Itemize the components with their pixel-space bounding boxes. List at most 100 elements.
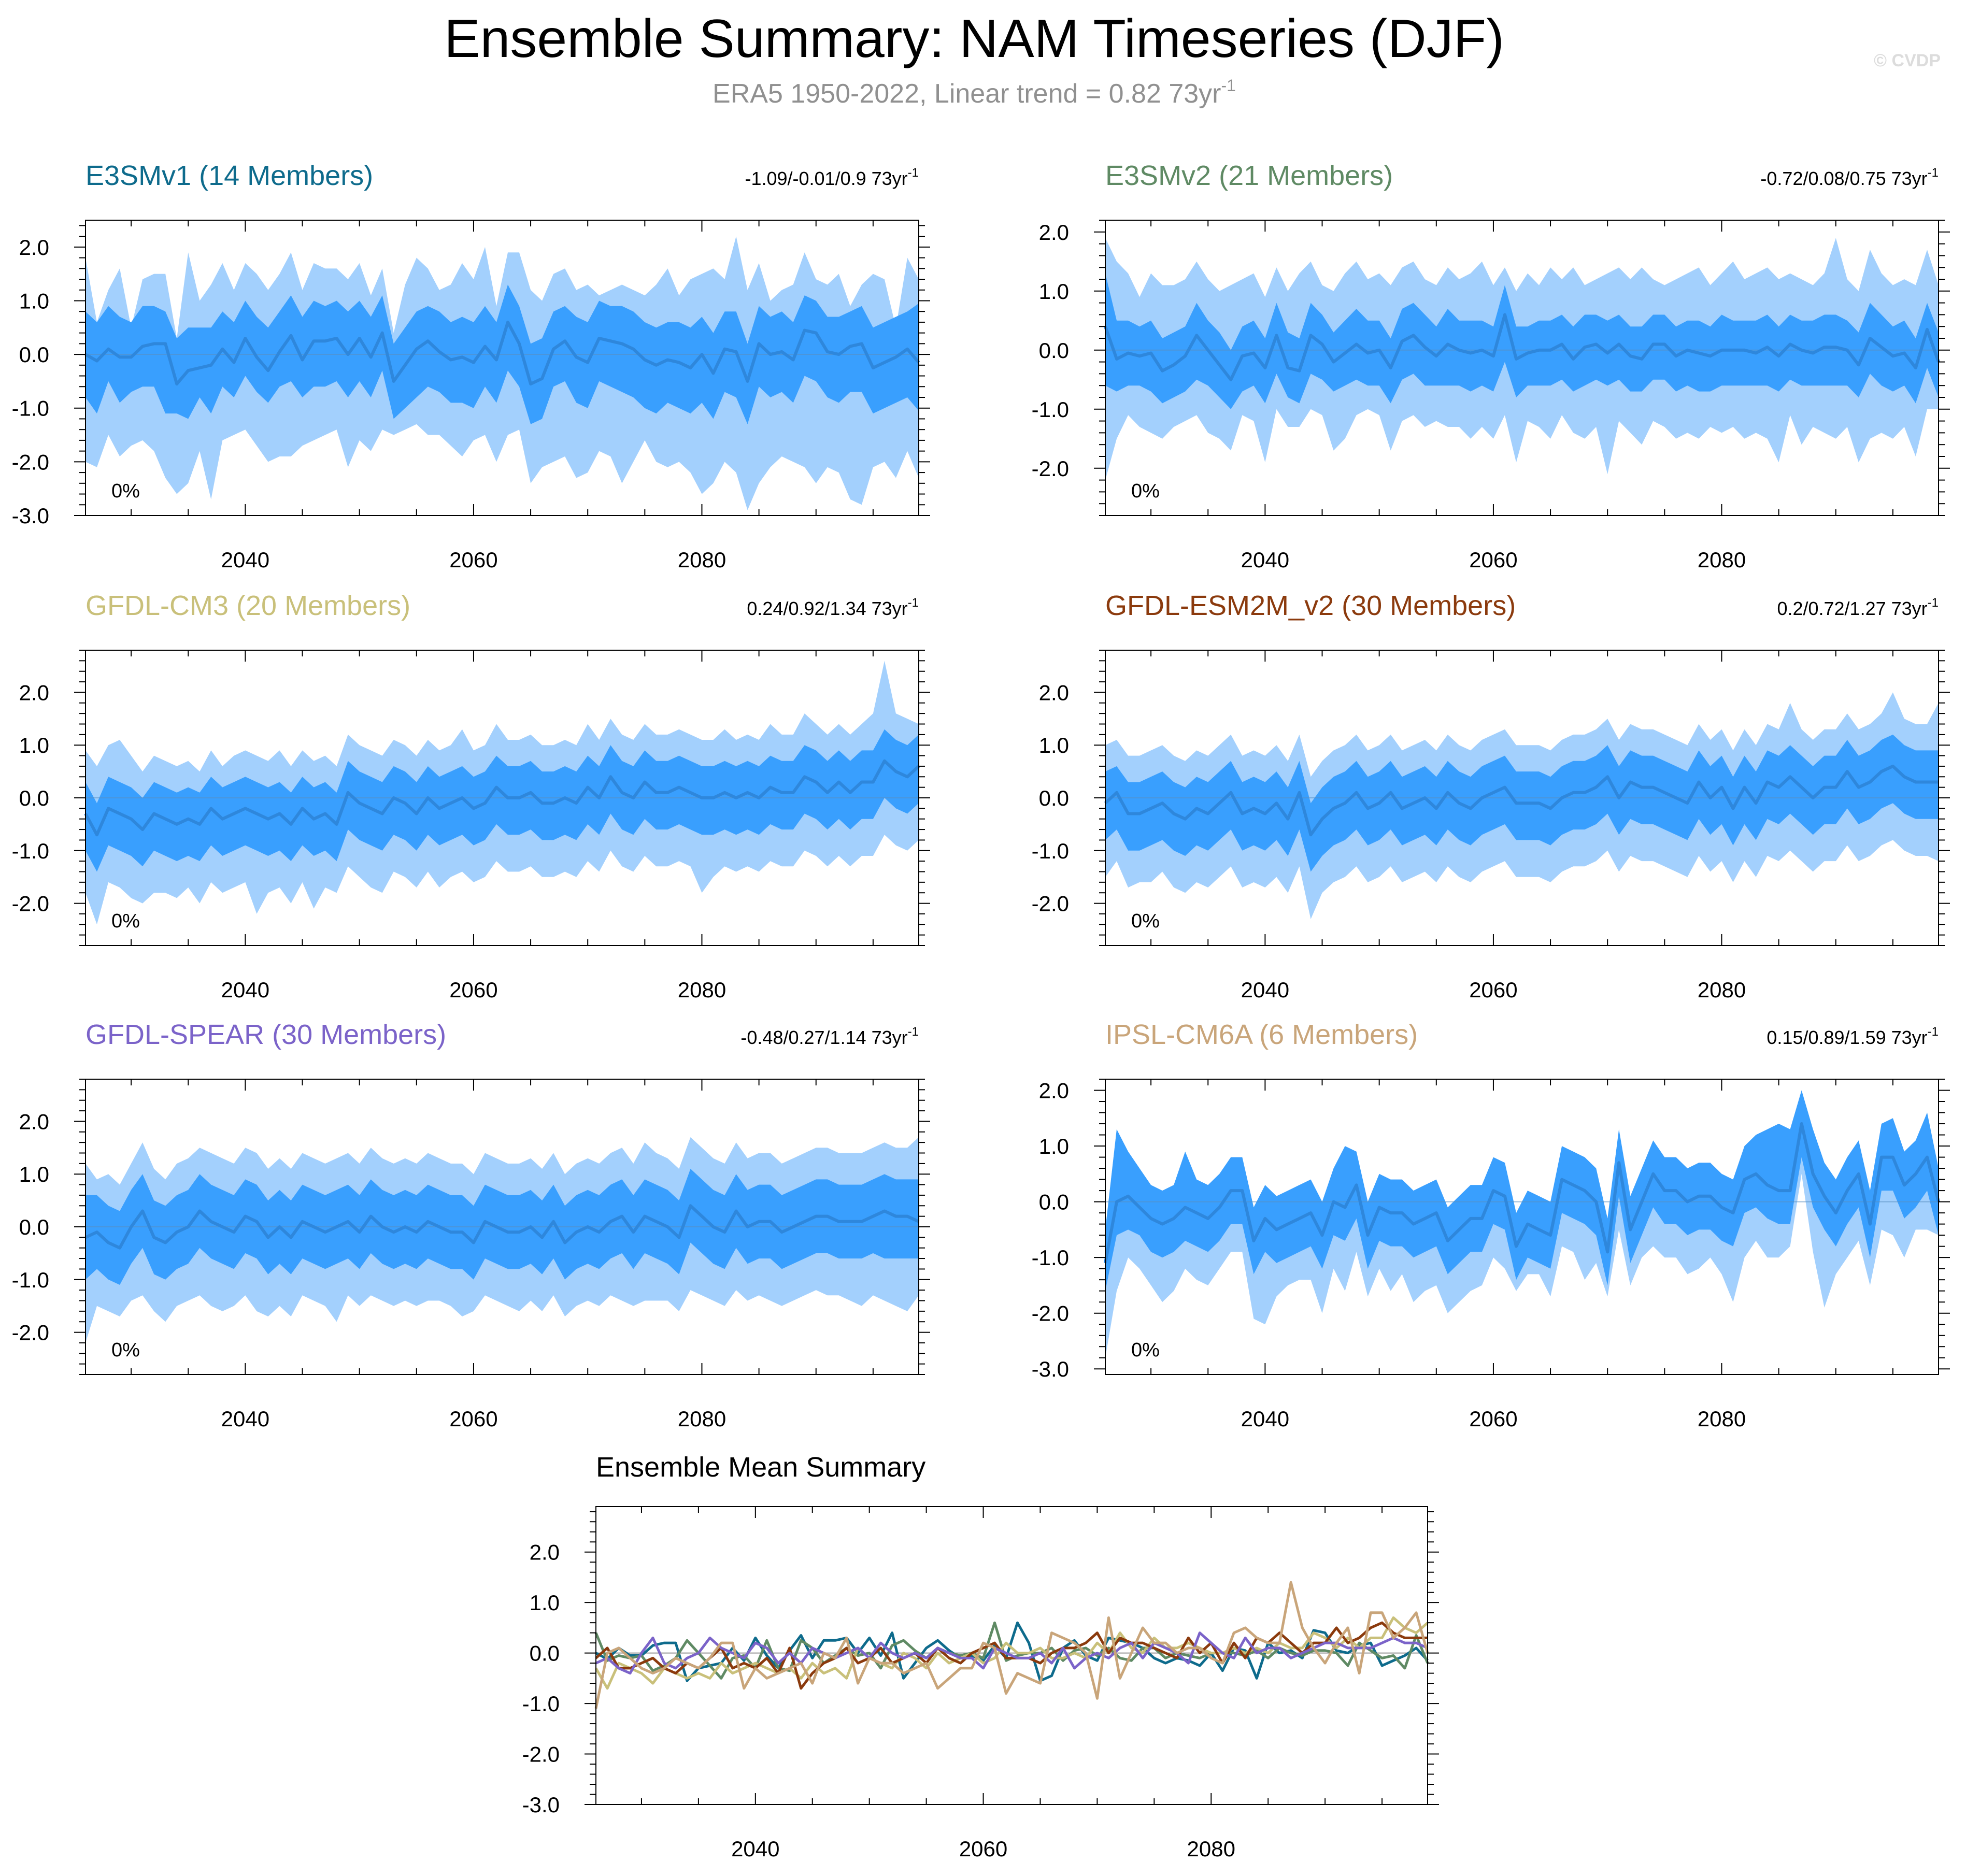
x-tick-label: 2080 (1698, 548, 1746, 572)
y-tick-label: 1.0 (530, 1591, 560, 1615)
y-tick-label: -3.0 (1032, 1357, 1069, 1381)
x-tick-label: 2060 (1469, 978, 1517, 1002)
ensemble-mean-line (84, 320, 920, 386)
y-tick-label: 1.0 (1039, 279, 1069, 304)
panel-stats: -0.72/0.08/0.75 73yr-1 (1760, 166, 1939, 189)
x-tick-label: 2040 (1241, 978, 1289, 1002)
chart-panel: GFDL-SPEAR (30 Members) -0.48/0.27/1.14 7… (12, 1019, 930, 1431)
y-tick-label: 0.0 (1039, 786, 1069, 810)
panel-title: E3SMv1 (14 Members) (86, 160, 373, 191)
panel-stats-sup: -1 (908, 596, 919, 610)
x-tick-label: 2040 (221, 548, 269, 572)
y-tick-label: 0.0 (1039, 1190, 1069, 1214)
interquartile-band (1105, 273, 1939, 409)
y-tick-label: -2.0 (1032, 1301, 1069, 1326)
y-tick-label: 0.0 (19, 786, 49, 810)
panel-title: GFDL-ESM2M_v2 (30 Members) (1105, 590, 1516, 621)
ensemble-mean-series (594, 1581, 1429, 1709)
panel-title: GFDL-SPEAR (30 Members) (86, 1019, 446, 1050)
y-tick-label: -2.0 (12, 450, 49, 474)
y-tick-label: -1.0 (1032, 1245, 1069, 1270)
ensemble-mean-line (84, 1204, 920, 1250)
y-tick-label: 2.0 (19, 235, 49, 260)
plot-frame (1105, 220, 1939, 516)
x-tick-label: 2080 (1698, 1407, 1746, 1431)
x-tick-label: 2060 (449, 978, 497, 1002)
y-tick-label: 2.0 (1039, 680, 1069, 705)
ensemble-mean-series (594, 1616, 1429, 1690)
x-tick-label: 2060 (449, 1407, 497, 1431)
percent-annotation: 0% (111, 480, 140, 502)
panel-stats-text: 0.15/0.89/1.59 73yr (1766, 1027, 1927, 1048)
y-tick-label: -1.0 (12, 1268, 49, 1292)
percent-annotation: 0% (1131, 910, 1160, 932)
chart-panel: E3SMv1 (14 Members) -1.09/-0.01/0.9 73yr-… (12, 160, 930, 572)
chart-panel: GFDL-ESM2M_v2 (30 Members) 0.2/0.72/1.27 … (1032, 590, 1950, 1002)
percent-annotation: 0% (1131, 480, 1160, 502)
x-tick-label: 2080 (1187, 1837, 1235, 1861)
figure-subtitle-sup: -1 (1221, 76, 1236, 95)
percent-annotation: 0% (111, 910, 140, 932)
y-tick-label: 2.0 (19, 1109, 49, 1134)
y-tick-label: -2.0 (522, 1742, 560, 1767)
plot-frame (1105, 1079, 1939, 1375)
y-tick-label: -3.0 (12, 504, 49, 528)
plot-frame (85, 1079, 919, 1375)
figure-subtitle-text: ERA5 1950-2022, Linear trend = 0.82 73yr (713, 79, 1221, 109)
panel-title: Ensemble Mean Summary (596, 1452, 925, 1483)
figure-title: Ensemble Summary: NAM Timeseries (DJF) (444, 9, 1504, 69)
x-tick-label: 2040 (1241, 1407, 1289, 1431)
y-tick-label: 2.0 (1039, 220, 1069, 245)
ensemble-mean-line (1104, 764, 1939, 837)
y-tick-label: 1.0 (19, 289, 49, 313)
y-tick-label: -1.0 (1032, 397, 1069, 422)
ensemble-mean-line (1104, 313, 1940, 381)
x-tick-label: 2040 (1241, 548, 1289, 572)
panel-stats-sup: -1 (1928, 1025, 1939, 1039)
figure-subtitle: ERA5 1950-2022, Linear trend = 0.82 73yr… (713, 76, 1236, 109)
x-tick-label: 2060 (1469, 1407, 1517, 1431)
plot-frame (85, 650, 919, 946)
y-tick-label: -1.0 (12, 396, 49, 421)
panel-stats-text: 0.2/0.72/1.27 73yr (1777, 598, 1927, 619)
y-tick-label: 1.0 (1039, 733, 1069, 757)
y-tick-label: 2.0 (1039, 1079, 1069, 1103)
panel-stats-text: -1.09/-0.01/0.9 73yr (745, 168, 907, 189)
plot-frame (1105, 650, 1939, 946)
y-tick-label: 2.0 (19, 680, 49, 705)
x-tick-label: 2060 (449, 548, 497, 572)
ensemble-mean-series (595, 1621, 1428, 1690)
panel-stats-text: -0.72/0.08/0.75 73yr (1760, 168, 1927, 189)
panel-stats-text: 0.24/0.92/1.34 73yr (747, 598, 907, 619)
y-tick-label: -1.0 (1032, 839, 1069, 863)
y-tick-label: 2.0 (530, 1540, 560, 1565)
panel-stats-sup: -1 (1928, 166, 1939, 180)
panel-stats-sup: -1 (908, 166, 919, 180)
x-tick-label: 2040 (221, 978, 269, 1002)
x-tick-label: 2040 (731, 1837, 779, 1861)
chart-panel: IPSL-CM6A (6 Members) 0.15/0.89/1.59 73yr… (1032, 1019, 1950, 1431)
panel-stats: 0.24/0.92/1.34 73yr-1 (747, 596, 919, 619)
x-tick-label: 2080 (678, 548, 726, 572)
panel-stats-text: -0.48/0.27/1.14 73yr (740, 1027, 907, 1048)
x-tick-label: 2080 (678, 1407, 726, 1431)
y-tick-label: 1.0 (19, 733, 49, 757)
y-tick-label: 0.0 (19, 1215, 49, 1239)
y-tick-label: -1.0 (12, 839, 49, 863)
y-tick-label: 0.0 (1039, 338, 1069, 363)
ensemble-mean-line (1104, 1122, 1940, 1264)
panel-stats: 0.2/0.72/1.27 73yr-1 (1777, 596, 1939, 619)
y-tick-label: -3.0 (522, 1793, 560, 1817)
x-tick-label: 2080 (678, 978, 726, 1002)
ensemble-mean-line (84, 759, 920, 837)
x-tick-label: 2060 (959, 1837, 1007, 1861)
y-tick-label: -2.0 (12, 1321, 49, 1345)
y-tick-label: 1.0 (1039, 1134, 1069, 1158)
y-tick-label: -1.0 (522, 1692, 560, 1716)
plot-frame (595, 1506, 1428, 1805)
y-tick-label: 0.0 (530, 1641, 560, 1666)
y-tick-label: 1.0 (19, 1162, 49, 1186)
chart-panel: GFDL-CM3 (20 Members) 0.24/0.92/1.34 73yr… (12, 590, 930, 1002)
plot-frame (85, 220, 919, 516)
